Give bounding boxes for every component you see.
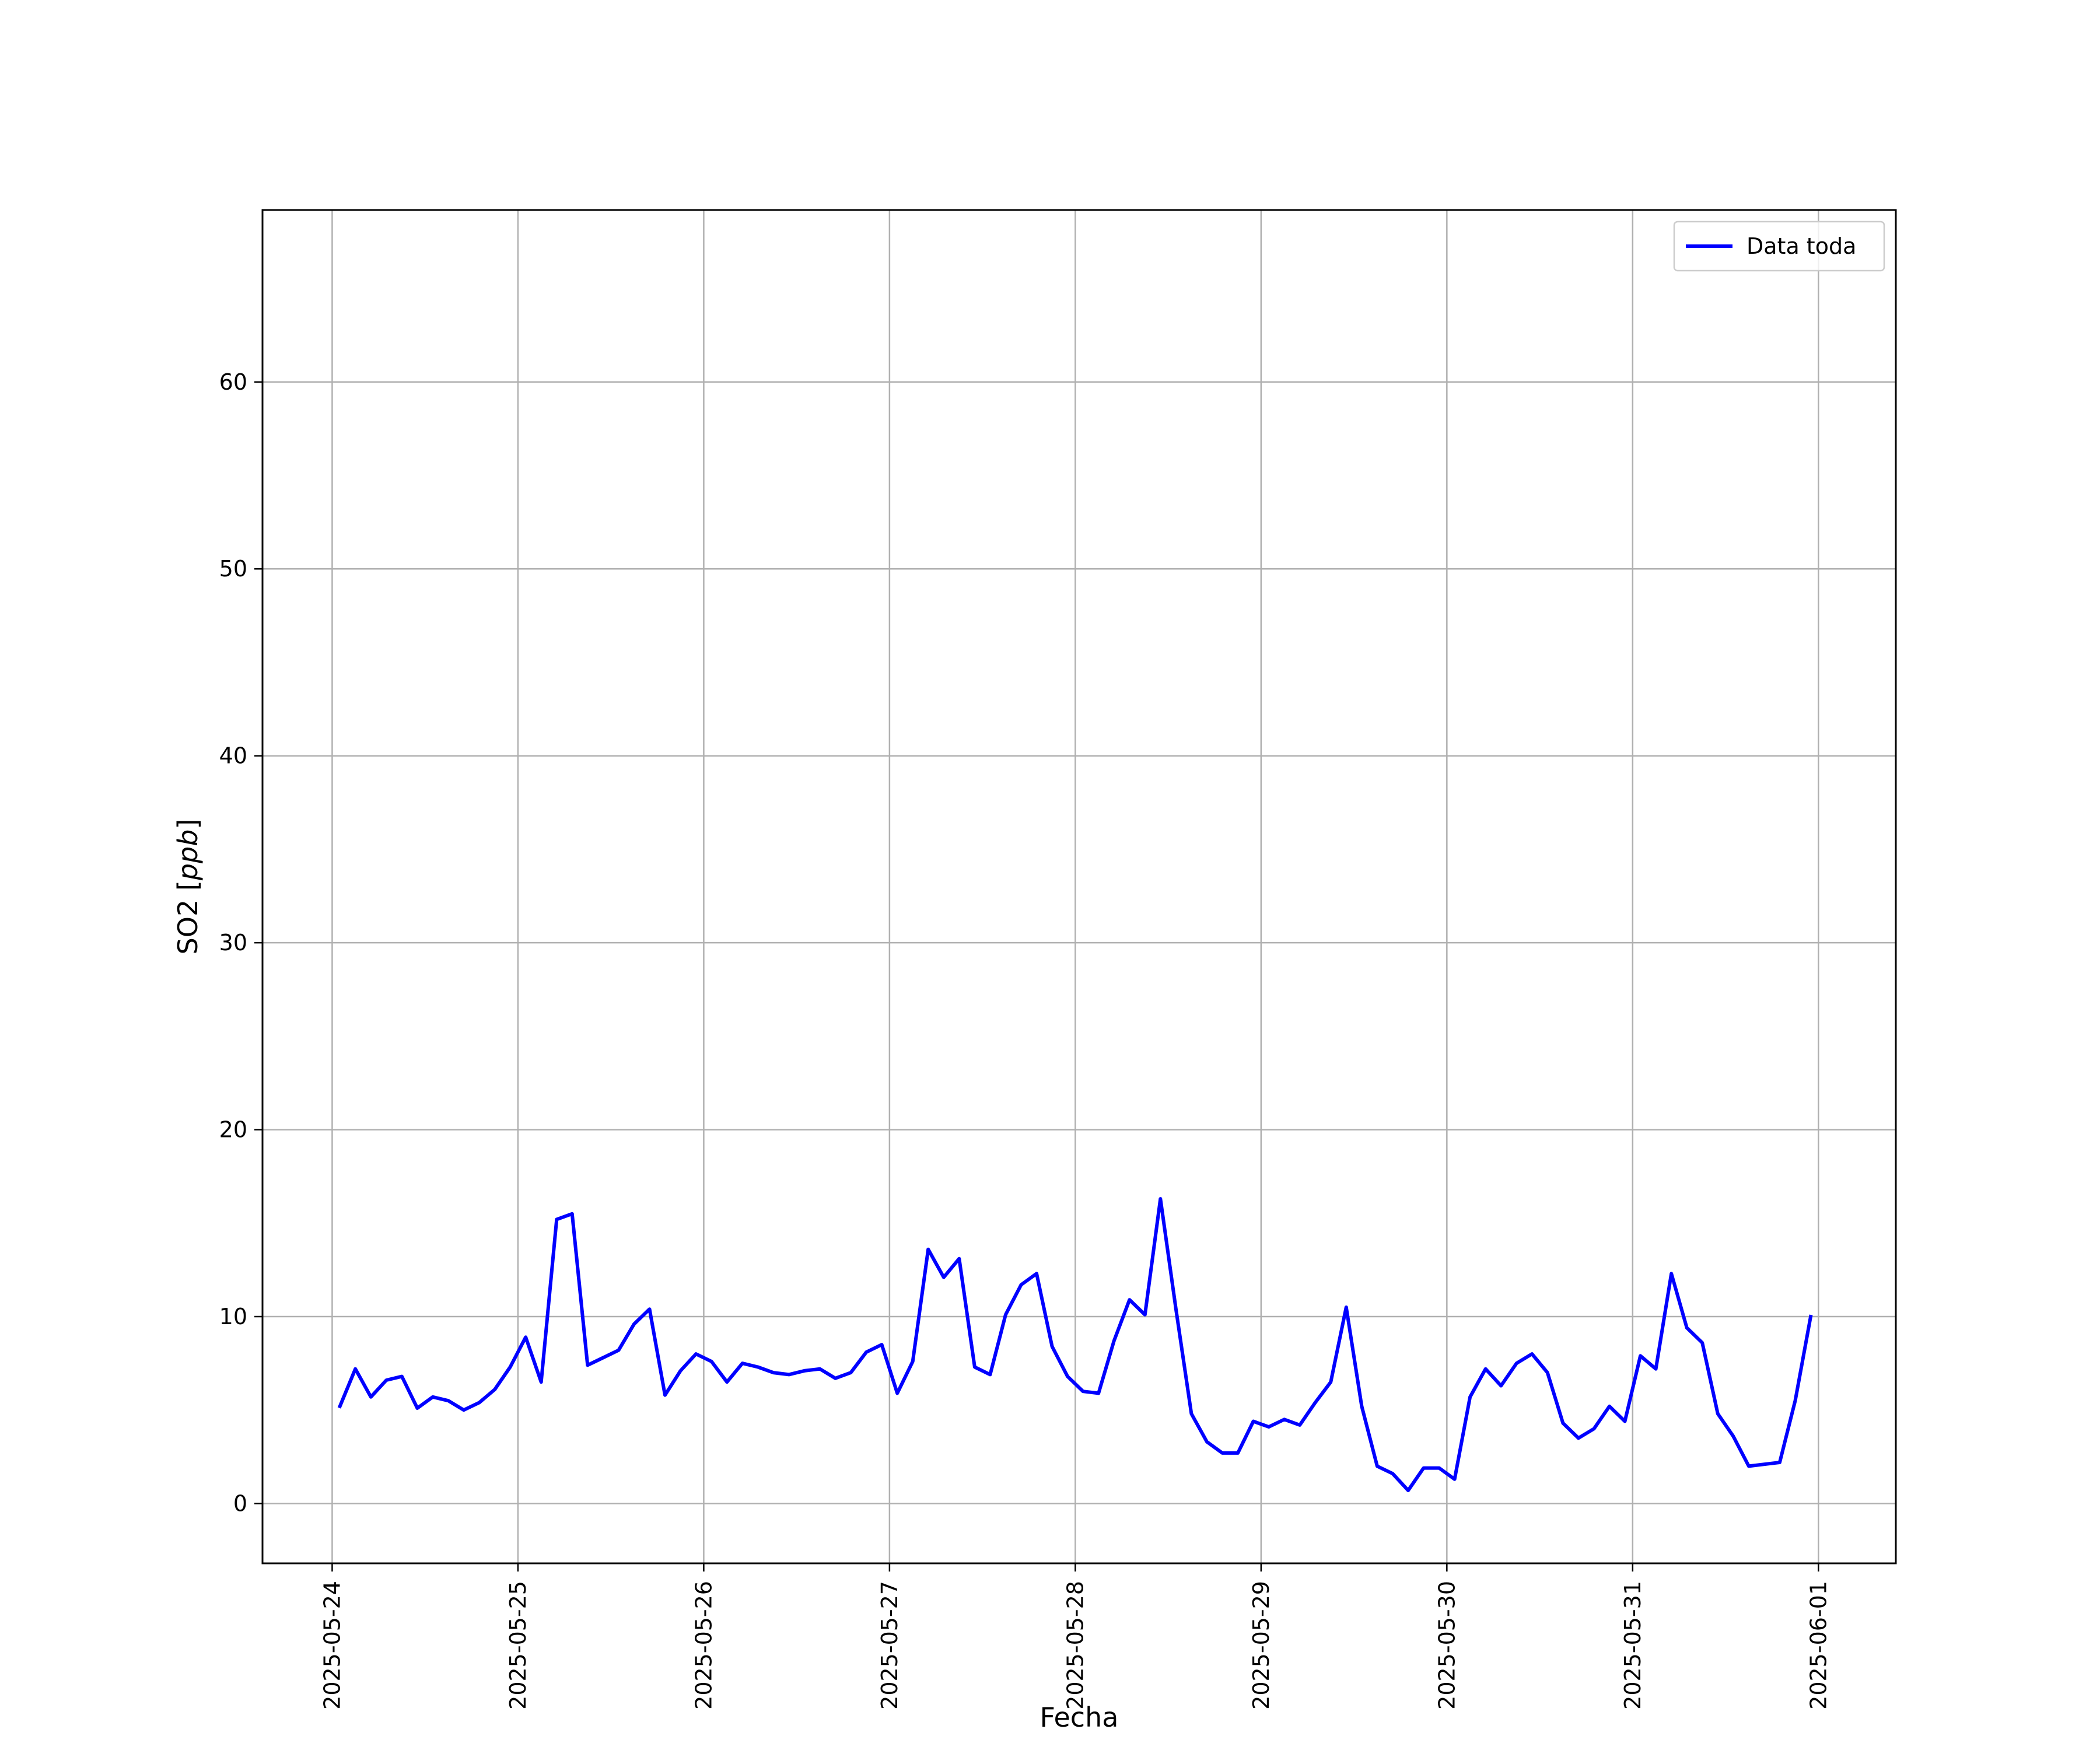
x-axis-title: Fecha	[1040, 1702, 1119, 1733]
legend-label-data-toda: Data toda	[1746, 233, 1856, 259]
x-tick-label: 2025-05-28	[1062, 1581, 1088, 1710]
y-axis-title-unit: ppb	[172, 830, 204, 881]
axis-ticks: 0 10 20 30 40 50 60 2025-05-24 2025-05-25 2025-05…	[219, 369, 1832, 1710]
series-layer	[337, 1197, 1813, 1492]
x-tick-label: 2025-05-27	[877, 1581, 902, 1710]
y-axis-title-text: SO2 [	[172, 880, 204, 954]
y-tick-label: 50	[219, 556, 247, 582]
x-tick-label: 2025-05-29	[1248, 1581, 1274, 1710]
x-tick-label: 2025-05-24	[319, 1581, 345, 1710]
x-tick-label: 2025-05-31	[1620, 1581, 1646, 1710]
legend-box	[1673, 220, 1885, 272]
x-tick-label: 2025-05-26	[691, 1581, 716, 1710]
y-tick-label: 20	[219, 1117, 247, 1143]
y-axis-title: SO2 [ppb]	[172, 819, 204, 955]
grid-lines	[262, 210, 1896, 1563]
x-tick-label: 2025-05-30	[1434, 1581, 1460, 1710]
y-tick-label: 30	[219, 930, 247, 956]
y-tick-label: 40	[219, 743, 247, 769]
y-tick-label: 0	[233, 1490, 247, 1516]
y-tick-label: 10	[219, 1304, 247, 1329]
y-tick-label: 60	[219, 369, 247, 395]
series-line-0	[337, 1197, 1813, 1492]
y-axis-title-close: ]	[172, 819, 204, 830]
x-tick-label: 2025-05-25	[505, 1581, 531, 1710]
plot-frame	[261, 209, 1897, 1564]
x-tick-label: 2025-06-01	[1805, 1581, 1831, 1710]
legend: Data toda	[1673, 220, 1885, 272]
